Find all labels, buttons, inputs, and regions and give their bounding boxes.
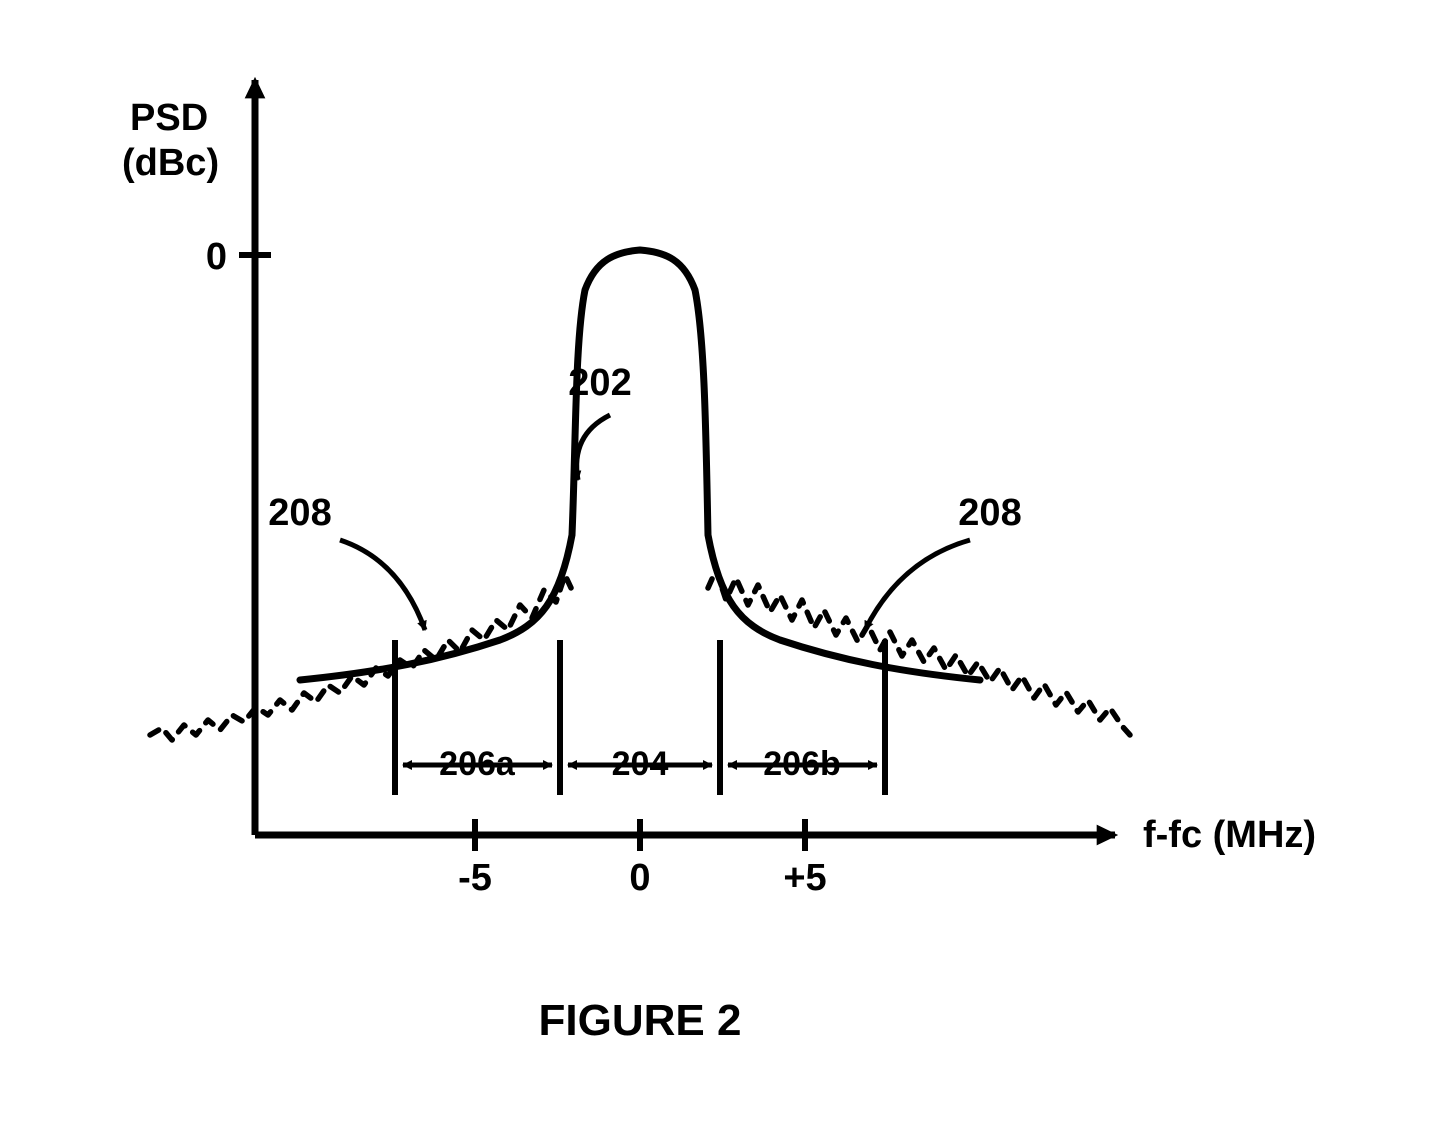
callouts: 202 208 208: [268, 362, 1021, 630]
callout-arrow: [577, 415, 610, 480]
callout-label: 202: [568, 362, 631, 404]
region-label: 206a: [439, 745, 516, 783]
region-label: 206b: [763, 745, 841, 783]
region-label: 204: [612, 745, 669, 783]
callout-label: 208: [958, 492, 1021, 534]
noise-left: [150, 575, 572, 740]
callout-arrow: [865, 540, 970, 630]
x-tick-label: 0: [629, 857, 650, 899]
y-tick-label: 0: [206, 236, 227, 278]
x-axis-label: f-fc (MHz): [1143, 814, 1316, 856]
callout-label: 208: [268, 492, 331, 534]
region-markers: 206a 204 206b: [395, 640, 885, 795]
psd-mask-curve: [300, 250, 980, 680]
noise-group: [150, 570, 1130, 740]
noise-right: [708, 570, 1130, 735]
callout-arrow: [340, 540, 425, 630]
x-tick-label: +5: [783, 857, 826, 899]
figure-caption: FIGURE 2: [539, 996, 742, 1045]
y-axis-label-line1: PSD: [130, 97, 208, 139]
x-tick-label: -5: [458, 857, 492, 899]
y-axis-label-line2: (dBc): [122, 142, 219, 184]
